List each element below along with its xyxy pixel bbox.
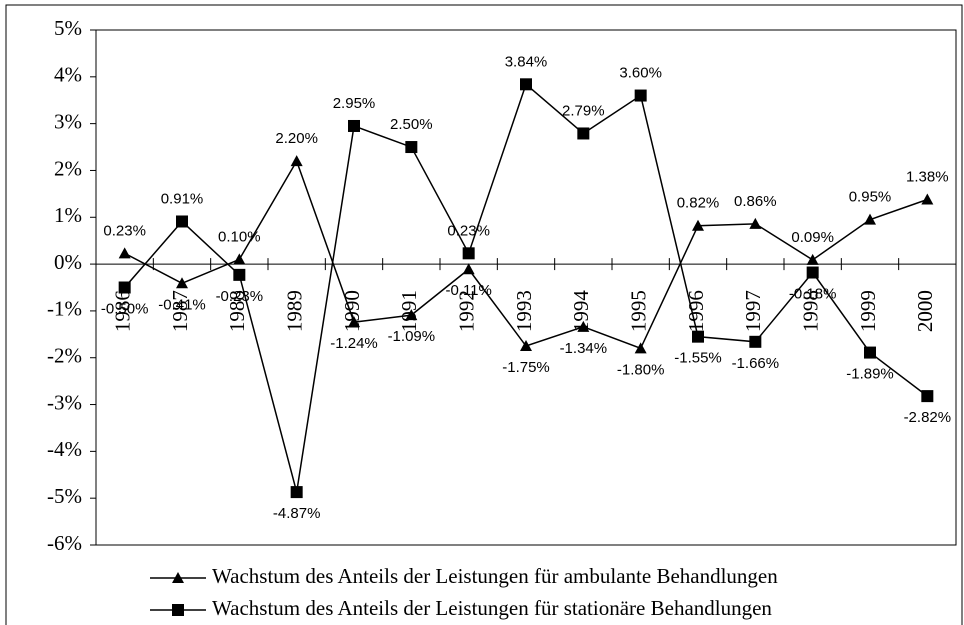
triangle-marker [634,342,647,354]
data-label: -0.50% [101,300,149,317]
triangle-marker [348,316,360,328]
outer-frame [5,4,963,625]
x-tick-label: 1992 [454,290,478,332]
square-marker [806,266,819,279]
square-marker [405,141,418,154]
y-tick-label: 2% [54,156,82,180]
square-marker [577,127,590,140]
x-tick-label: 1999 [856,290,880,332]
y-tick-label: 1% [54,203,82,227]
x-tick-label: 1989 [282,290,306,332]
triangle-marker [692,219,704,231]
data-label: 0.95% [849,189,892,206]
legend-label: Wachstum des Anteils der Leistungen für … [212,596,772,620]
data-label: 2.50% [390,116,433,133]
y-tick-label: 5% [54,16,82,40]
triangle-marker [577,320,590,332]
square-marker [233,268,246,281]
triangle-marker [520,340,532,352]
data-label: 3.60% [619,65,662,82]
data-label: -1.75% [502,359,550,376]
triangle-marker [749,217,762,229]
y-tick-label: -3% [47,390,82,414]
square-marker [290,486,303,499]
y-tick-label: -1% [47,297,82,321]
data-label: -4.87% [273,505,321,522]
square-marker [864,346,876,359]
x-tick-label: 1987 [168,290,192,332]
x-tick-label: 1995 [626,290,650,332]
square-marker [348,119,360,132]
square-marker [118,281,131,294]
legend-label: Wachstum des Anteils der Leistungen für … [212,564,778,588]
data-label: -0.18% [789,285,837,302]
data-label: -0.41% [158,296,206,313]
square-marker [921,390,934,403]
data-label: -1.80% [617,361,665,378]
data-label: -1.66% [732,355,780,372]
data-label: 1.38% [906,168,949,185]
data-label: 0.23% [447,222,490,239]
plot-area [95,29,957,546]
data-label: 2.79% [562,102,605,119]
data-label: 2.95% [333,95,376,112]
triangle-marker [118,247,131,259]
square-marker [462,247,475,260]
triangle-marker [172,572,184,583]
square-marker [634,89,647,102]
y-tick-label: -4% [47,437,82,461]
x-tick-label: 2000 [913,290,937,332]
data-label: -2.82% [904,409,952,426]
y-tick-label: -5% [47,484,82,508]
triangle-marker [290,155,303,167]
triangle-marker [176,277,188,289]
square-marker [176,215,188,228]
data-label: 3.84% [505,53,548,70]
data-label: 0.09% [791,229,834,246]
data-label: -1.09% [388,328,436,345]
data-label: 2.20% [275,130,318,147]
y-tick-label: -2% [47,344,82,368]
square-marker [520,78,532,91]
y-tick-label: 0% [54,250,82,274]
data-label: -1.89% [846,366,894,383]
x-tick-label: 1997 [741,290,765,332]
y-tick-label: 3% [54,109,82,133]
x-tick-label: 1993 [512,290,536,332]
data-label: 0.10% [218,228,261,245]
triangle-marker [405,309,418,321]
data-label: 0.91% [161,190,204,207]
data-label: -0.23% [216,288,264,305]
data-label: 0.23% [103,222,146,239]
triangle-marker [921,193,934,205]
triangle-marker [806,253,819,265]
data-label: 0.82% [677,195,720,212]
x-tick-label: 1998 [798,290,822,332]
triangle-marker [462,263,475,275]
square-marker [172,604,184,616]
square-marker [692,330,704,343]
x-tick-label: 1986 [110,290,134,332]
data-label: -1.55% [674,350,722,367]
data-label: -1.34% [560,340,608,357]
triangle-marker [233,253,246,265]
y-tick-label: 4% [54,63,82,87]
y-tick-label: -6% [47,531,82,555]
data-label: 0.86% [734,193,777,210]
triangle-marker [864,213,876,225]
data-label: -0.11% [445,282,491,299]
data-label: -1.24% [330,335,378,352]
square-marker [749,335,762,348]
